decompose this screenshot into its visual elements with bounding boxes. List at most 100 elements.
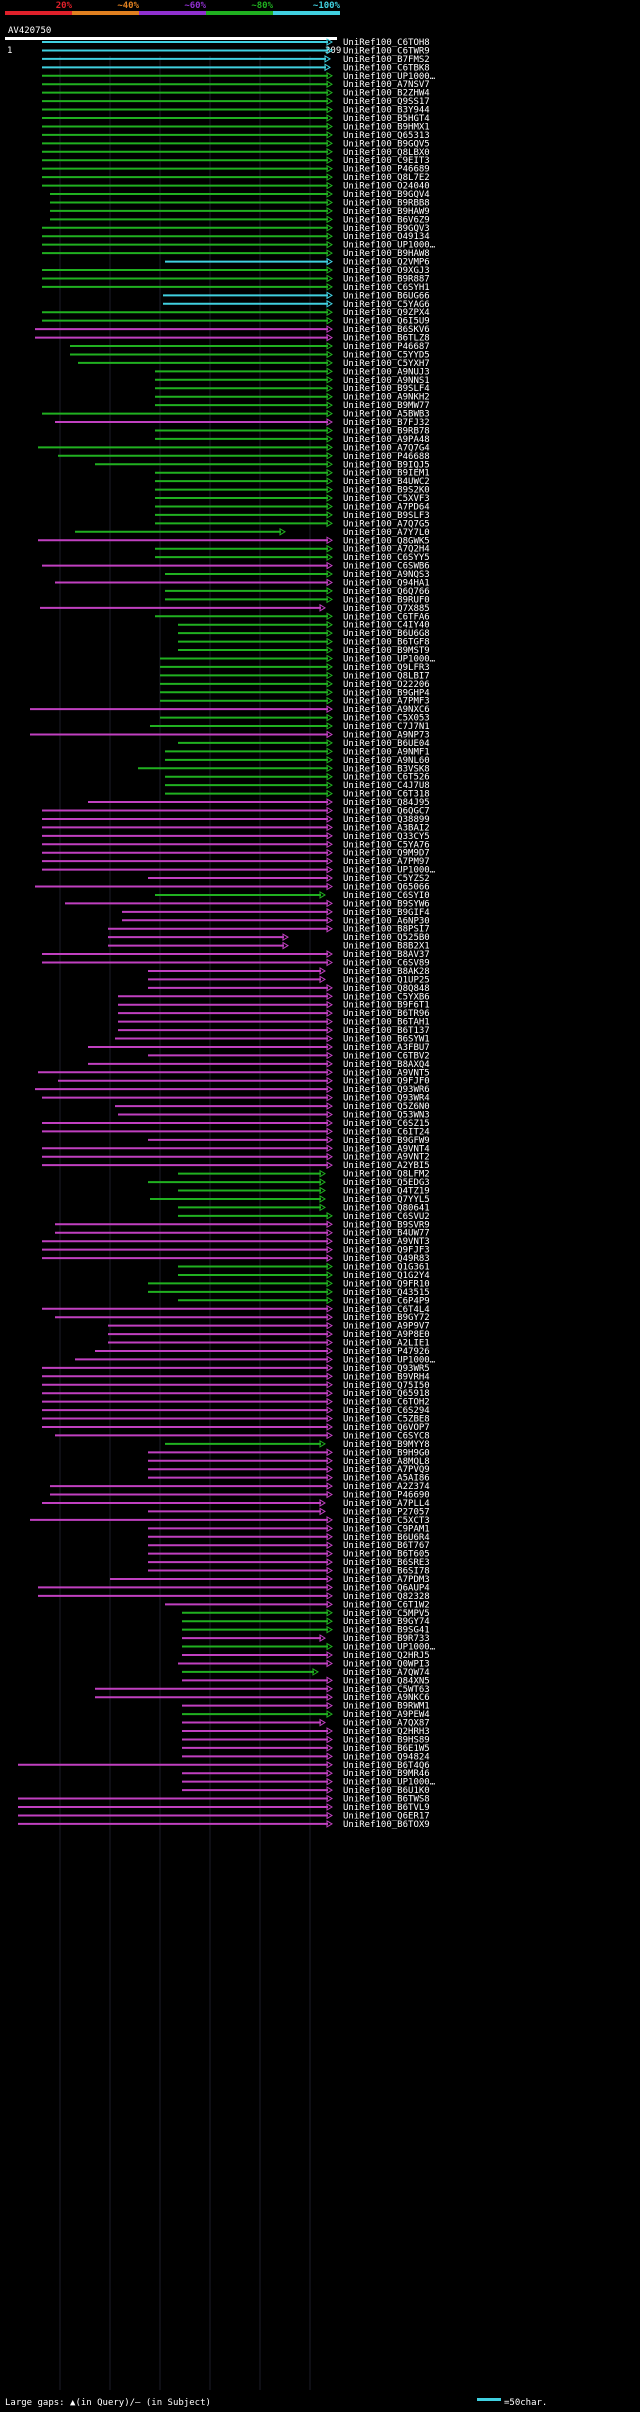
hit-label[interactable]: UniRef100_B9SYW6 [343,899,430,909]
hit-label[interactable]: UniRef100_Q49R83 [343,1254,430,1264]
hit-label[interactable]: UniRef100_A9VNT3 [343,1237,430,1247]
hit-label[interactable]: UniRef100_Q38899 [343,815,430,825]
hit-label[interactable]: UniRef100_B6U1K0 [343,1786,430,1796]
hit-label[interactable]: UniRef100_C6T1W2 [343,1600,430,1610]
hit-label[interactable]: UniRef100_B9R733 [343,1634,430,1644]
hit-label[interactable]: UniRef100_C4J7U8 [343,781,430,791]
hit-label[interactable]: UniRef100_Q8LBX0 [343,148,430,158]
hit-label[interactable]: UniRef100_B6UG66 [343,291,430,301]
hit-label[interactable]: UniRef100_B7FJ32 [343,418,430,428]
hit-label[interactable]: UniRef100_A9PA48 [343,435,430,445]
hit-label[interactable]: UniRef100_C5XCT3 [343,1516,430,1526]
hit-label[interactable]: UniRef100_Q9FJF3 [343,1246,430,1256]
hit-label[interactable]: UniRef100_P47926 [343,1347,430,1357]
hit-label[interactable]: UniRef100_A9NL60 [343,756,430,766]
hit-label[interactable]: UniRef100_A7Y7L0 [343,528,430,538]
hit-label[interactable]: UniRef100_C6TBV2 [343,1051,430,1061]
hit-label[interactable]: UniRef100_Q2HRH3 [343,1727,430,1737]
hit-label[interactable]: UniRef100_Q8L7E2 [343,173,430,183]
hit-label[interactable]: UniRef100_B9GQV5 [343,139,430,149]
hit-label[interactable]: UniRef100_B6U6G8 [343,629,430,639]
hit-label[interactable]: UniRef100_C6TWR9 [343,46,430,56]
hit-label[interactable]: UniRef100_B6V6Z9 [343,215,430,225]
hit-label[interactable]: UniRef100_B9R887 [343,274,430,284]
hit-label[interactable]: UniRef100_B6UE04 [343,739,430,749]
hit-label[interactable]: UniRef100_B6U6R4 [343,1533,430,1543]
hit-label[interactable]: UniRef100_Q1G361 [343,1263,430,1273]
hit-label[interactable]: UniRef100_A7QW74 [343,1668,430,1678]
hit-label[interactable]: UniRef100_Q9ZPX4 [343,308,430,318]
hit-label[interactable]: UniRef100_UP1000… [343,72,436,82]
hit-label[interactable]: UniRef100_B9GFW9 [343,1136,430,1146]
hit-label[interactable]: UniRef100_C6S294 [343,1406,430,1416]
hit-label[interactable]: UniRef100_Q8GWK5 [343,536,430,546]
hit-label[interactable]: UniRef100_Q9LFR3 [343,663,430,673]
hit-label[interactable]: UniRef100_A7PMF3 [343,697,430,707]
hit-label[interactable]: UniRef100_C5WT63 [343,1685,430,1695]
hit-label[interactable]: UniRef100_B6SYW1 [343,1035,430,1045]
hit-label[interactable]: UniRef100_B9S2K0 [343,486,430,496]
hit-label[interactable]: UniRef100_O9XGJ3 [343,266,430,276]
hit-label[interactable]: UniRef100_B9MST9 [343,646,430,656]
hit-label[interactable]: UniRef100_Q1UP25 [343,975,430,985]
hit-label[interactable]: UniRef100_B9RWM1 [343,1702,430,1712]
hit-label[interactable]: UniRef100_O49134 [343,232,430,242]
hit-label[interactable]: UniRef100_A7NSV7 [343,80,430,90]
hit-label[interactable]: UniRef100_UP1000… [343,1643,436,1653]
hit-label[interactable]: UniRef100_C6TFA6 [343,612,430,622]
hit-label[interactable]: UniRef100_A7QX87 [343,1719,430,1729]
hit-label[interactable]: UniRef100_B3VSK8 [343,764,430,774]
hit-label[interactable]: UniRef100_Q93WR6 [343,1085,430,1095]
hit-label[interactable]: UniRef100_P27057 [343,1507,430,1517]
hit-label[interactable]: UniRef100_B9F6T1 [343,1001,430,1011]
hit-label[interactable]: UniRef100_B6TR96 [343,1009,430,1019]
hit-label[interactable]: UniRef100_Q8LFM2 [343,1170,430,1180]
hit-label[interactable]: UniRef100_C5YAG6 [343,300,430,310]
hit-label[interactable]: UniRef100_Q84J95 [343,798,430,808]
hit-label[interactable]: UniRef100_B9HS89 [343,1735,430,1745]
hit-label[interactable]: UniRef100_B9GHP4 [343,688,430,698]
hit-label[interactable]: UniRef100_C5XVF3 [343,494,430,504]
hit-label[interactable]: UniRef100_A9NXC6 [343,705,430,715]
hit-label[interactable]: UniRef100_B9MYY8 [343,1440,430,1450]
hit-label[interactable]: UniRef100_Q43515 [343,1288,430,1298]
hit-label[interactable]: UniRef100_C6TBK8 [343,63,430,73]
hit-label[interactable]: UniRef100_C6P4P9 [343,1296,430,1306]
hit-label[interactable]: UniRef100_Q9M9D7 [343,849,430,859]
hit-label[interactable]: UniRef100_C6SYH1 [343,283,430,293]
hit-label[interactable]: UniRef100_B9RBB8 [343,198,430,208]
hit-label[interactable]: UniRef100_Q2VMP6 [343,258,430,268]
hit-label[interactable]: UniRef100_B9GQV4 [343,190,430,200]
hit-label[interactable]: UniRef100_A2YBI5 [343,1161,430,1171]
hit-label[interactable]: UniRef100_P46688 [343,452,430,462]
hit-label[interactable]: UniRef100_Q84XN5 [343,1676,430,1686]
hit-label[interactable]: UniRef100_A7PM97 [343,857,430,867]
hit-label[interactable]: UniRef100_B6E1W5 [343,1744,430,1754]
hit-label[interactable]: UniRef100_C6SV89 [343,959,430,969]
hit-label[interactable]: UniRef100_Q7YYL5 [343,1195,430,1205]
hit-label[interactable]: UniRef100_Q65918 [343,1389,430,1399]
hit-label[interactable]: UniRef100_A9VNT5 [343,1068,430,1078]
hit-label[interactable]: UniRef100_B9H9G0 [343,1448,430,1458]
hit-label[interactable]: UniRef100_A3FBU7 [343,1043,430,1053]
hit-label[interactable]: UniRef100_C5YA76 [343,840,430,850]
hit-label[interactable]: UniRef100_P46687 [343,342,430,352]
hit-label[interactable]: UniRef100_B8B2X1 [343,942,430,952]
hit-label[interactable]: UniRef100_B9MW77 [343,401,430,411]
hit-label[interactable]: UniRef100_B6T137 [343,1026,430,1036]
hit-label[interactable]: UniRef100_A9NUJ3 [343,367,430,377]
hit-label[interactable]: UniRef100_B6T605 [343,1550,430,1560]
hit-label[interactable]: UniRef100_A9VNT2 [343,1153,430,1163]
hit-label[interactable]: UniRef100_Q93WR4 [343,1094,430,1104]
hit-label[interactable]: UniRef100_C5X053 [343,714,430,724]
hit-label[interactable]: UniRef100_Q2HRJ5 [343,1651,430,1661]
hit-label[interactable]: UniRef100_B9SLF4 [343,384,430,394]
hit-label[interactable]: UniRef100_UP1000… [343,866,436,876]
hit-label[interactable]: UniRef100_B8AV37 [343,950,430,960]
hit-label[interactable]: UniRef100_C6SYY5 [343,553,430,563]
hit-label[interactable]: UniRef100_A7PLL4 [343,1499,430,1509]
hit-label[interactable]: UniRef100_Q94HA1 [343,578,430,588]
hit-label[interactable]: UniRef100_B9IEM1 [343,469,430,479]
hit-label[interactable]: UniRef100_A9P9V7 [343,1322,430,1332]
hit-label[interactable]: UniRef100_Q9FJF0 [343,1077,430,1087]
